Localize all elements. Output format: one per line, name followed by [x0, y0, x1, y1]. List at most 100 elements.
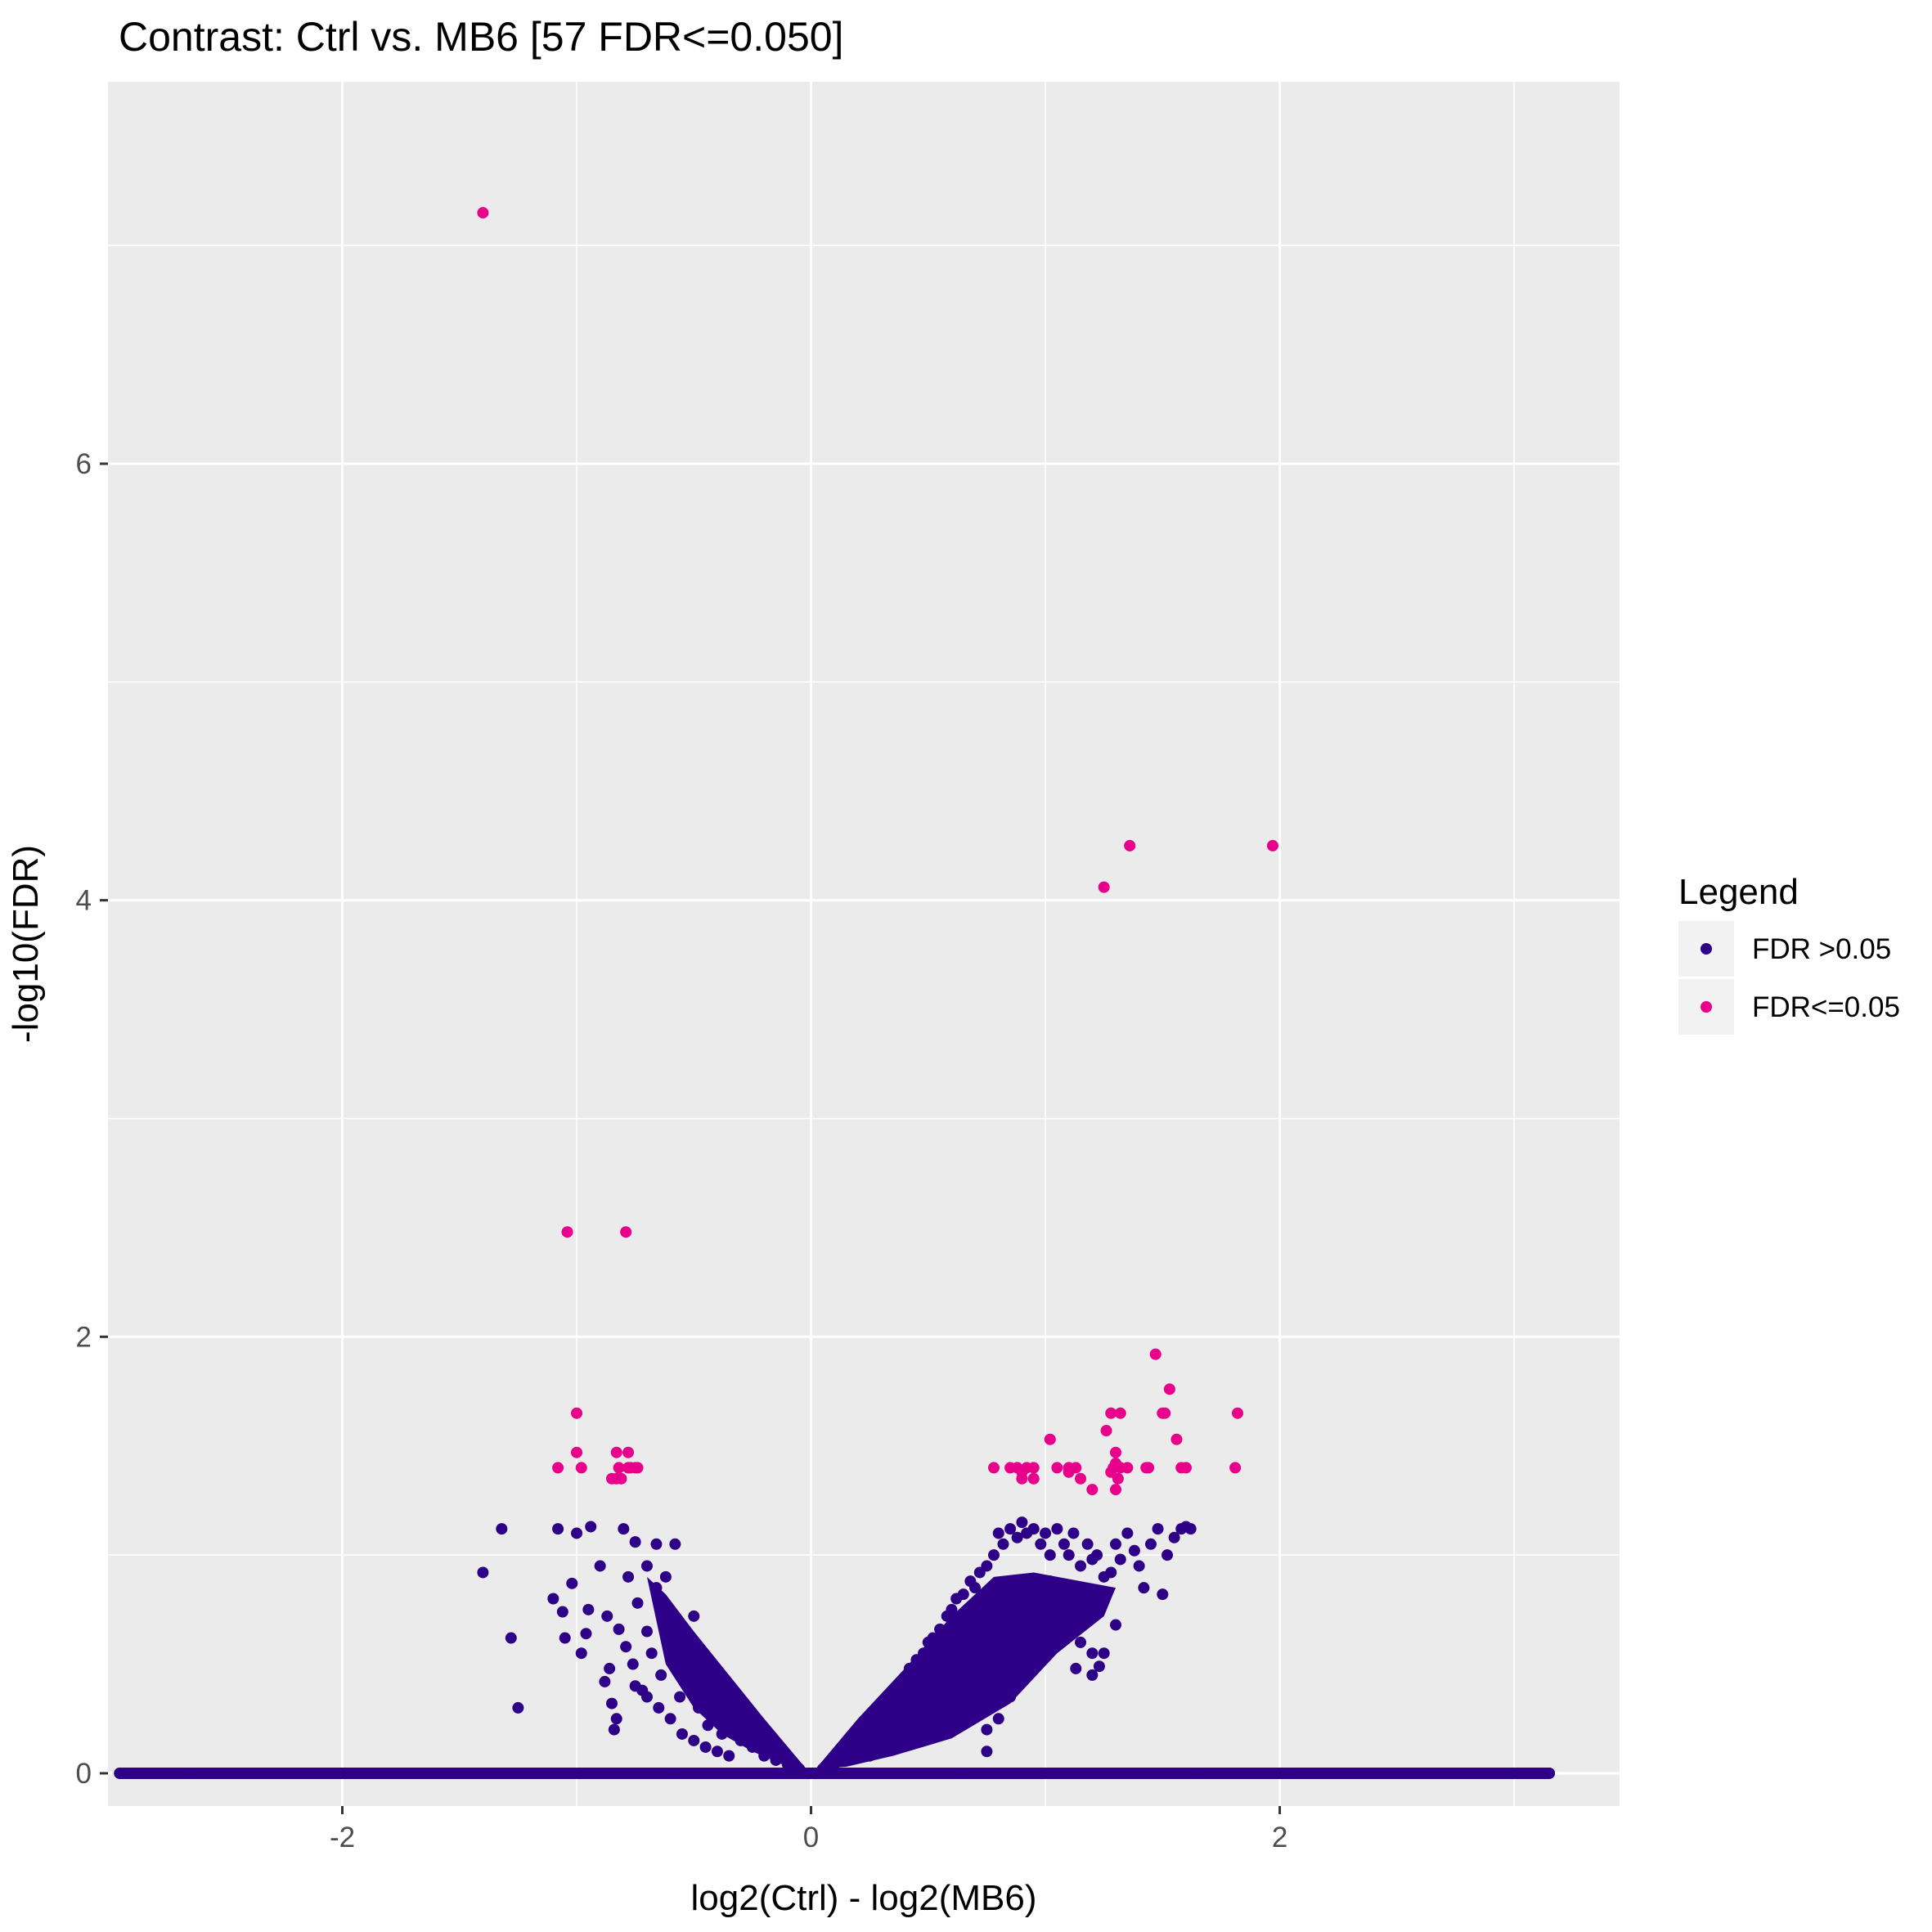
point-fdr-le-005 — [1105, 1407, 1117, 1419]
point-fdr-gt-005 — [1138, 1582, 1150, 1594]
x-axis-title: log2(Ctrl) - log2(MB6) — [691, 1878, 1037, 1918]
point-fdr-gt-005 — [1058, 1538, 1070, 1550]
point-fdr-gt-005 — [1543, 1767, 1556, 1779]
point-fdr-gt-005 — [683, 1675, 695, 1687]
point-fdr-gt-005 — [864, 1750, 876, 1762]
point-fdr-gt-005 — [1496, 1767, 1508, 1779]
legend-label-fdr-gt-005: FDR >0.05 — [1752, 933, 1891, 965]
point-fdr-gt-005 — [1016, 1516, 1028, 1529]
point-fdr-gt-005 — [1184, 1523, 1197, 1535]
point-fdr-gt-005 — [1027, 1658, 1040, 1670]
point-fdr-gt-005 — [1016, 1675, 1028, 1687]
point-fdr-le-005 — [1121, 1462, 1134, 1474]
point-fdr-gt-005 — [1414, 1767, 1427, 1779]
point-fdr-le-005 — [1051, 1462, 1063, 1474]
point-fdr-gt-005 — [559, 1632, 571, 1644]
point-fdr-gt-005 — [918, 1647, 930, 1660]
point-fdr-gt-005 — [716, 1728, 728, 1740]
point-fdr-gt-005 — [608, 1723, 620, 1736]
legend-key-fdr-gt-005 — [1701, 943, 1712, 955]
point-fdr-gt-005 — [1051, 1632, 1063, 1644]
point-fdr-gt-005 — [870, 1713, 883, 1725]
point-fdr-gt-005 — [640, 1560, 653, 1572]
point-fdr-gt-005 — [887, 1691, 899, 1703]
y-tick-label: 0 — [76, 1758, 92, 1790]
x-tick-label: 2 — [1272, 1822, 1287, 1853]
point-fdr-gt-005 — [1091, 1549, 1103, 1561]
point-fdr-le-005 — [1044, 1433, 1056, 1445]
point-fdr-le-005 — [1063, 1466, 1075, 1478]
point-fdr-gt-005 — [988, 1549, 1000, 1561]
point-fdr-gt-005 — [496, 1523, 508, 1535]
point-fdr-gt-005 — [1274, 1767, 1286, 1779]
point-fdr-gt-005 — [655, 1669, 667, 1681]
point-fdr-gt-005 — [336, 1767, 348, 1779]
point-fdr-gt-005 — [693, 1701, 705, 1714]
point-fdr-gt-005 — [604, 1662, 616, 1674]
point-fdr-gt-005 — [969, 1582, 982, 1594]
dense-cloud-left — [646, 1576, 806, 1769]
point-fdr-gt-005 — [758, 1750, 771, 1762]
y-axis-title: -log10(FDR) — [6, 845, 46, 1043]
point-cloud — [114, 1572, 1556, 1779]
x-tick-label: 0 — [803, 1822, 819, 1853]
point-fdr-gt-005 — [629, 1536, 641, 1548]
point-fdr-gt-005 — [1035, 1538, 1047, 1550]
point-fdr-gt-005 — [1086, 1647, 1099, 1660]
point-fdr-gt-005 — [547, 1593, 559, 1605]
point-fdr-gt-005 — [505, 1632, 517, 1644]
point-fdr-le-005 — [620, 1226, 632, 1238]
point-fdr-gt-005 — [1070, 1662, 1082, 1674]
point-fdr-gt-005 — [1168, 1531, 1180, 1543]
point-fdr-gt-005 — [1133, 1560, 1145, 1572]
point-fdr-gt-005 — [946, 1680, 958, 1692]
point-fdr-le-005 — [1179, 1462, 1192, 1474]
y-axis: 0 2 4 6 — [76, 448, 108, 1790]
point-fdr-gt-005 — [1086, 1669, 1099, 1681]
point-fdr-gt-005 — [997, 1538, 1009, 1550]
point-fdr-gt-005 — [1368, 1767, 1380, 1779]
y-tick-label: 2 — [76, 1321, 92, 1353]
point-fdr-le-005 — [613, 1462, 625, 1474]
point-fdr-gt-005 — [1179, 1767, 1192, 1779]
point-fdr-le-005 — [1163, 1383, 1175, 1395]
point-fdr-gt-005 — [688, 1734, 700, 1746]
point-fdr-gt-005 — [739, 1719, 752, 1732]
point-fdr-gt-005 — [711, 1746, 723, 1758]
point-fdr-gt-005 — [903, 1662, 915, 1674]
point-fdr-gt-005 — [618, 1523, 630, 1535]
point-fdr-gt-005 — [1531, 1767, 1543, 1779]
point-fdr-gt-005 — [477, 1767, 489, 1779]
point-fdr-gt-005 — [1021, 1593, 1033, 1605]
point-fdr-gt-005 — [1075, 1636, 1087, 1648]
point-fdr-gt-005 — [172, 1767, 184, 1779]
plot-panel — [108, 82, 1620, 1806]
point-fdr-gt-005 — [606, 1697, 618, 1710]
point-fdr-gt-005 — [981, 1560, 993, 1572]
point-fdr-gt-005 — [1040, 1647, 1052, 1660]
point-fdr-gt-005 — [723, 1750, 735, 1762]
point-fdr-gt-005 — [618, 1767, 630, 1779]
point-fdr-gt-005 — [946, 1603, 958, 1615]
point-fdr-le-005 — [552, 1462, 564, 1474]
point-fdr-gt-005 — [1157, 1588, 1169, 1601]
point-fdr-gt-005 — [125, 1767, 137, 1779]
point-fdr-gt-005 — [758, 1767, 771, 1779]
point-fdr-gt-005 — [805, 1767, 817, 1779]
point-fdr-gt-005 — [552, 1523, 564, 1535]
point-fdr-gt-005 — [242, 1767, 254, 1779]
point-fdr-gt-005 — [1320, 1767, 1332, 1779]
point-fdr-gt-005 — [1161, 1549, 1174, 1561]
point-fdr-le-005 — [1229, 1462, 1242, 1474]
point-fdr-gt-005 — [629, 1680, 641, 1692]
point-fdr-le-005 — [610, 1446, 622, 1458]
point-fdr-gt-005 — [477, 1566, 489, 1579]
point-fdr-le-005 — [477, 207, 489, 219]
point-fdr-le-005 — [1027, 1462, 1040, 1474]
point-fdr-gt-005 — [512, 1701, 524, 1714]
point-fdr-gt-005 — [969, 1701, 982, 1714]
point-fdr-le-005 — [571, 1407, 583, 1419]
point-fdr-gt-005 — [566, 1577, 578, 1589]
point-fdr-le-005 — [988, 1462, 1000, 1474]
point-fdr-gt-005 — [1063, 1549, 1075, 1561]
